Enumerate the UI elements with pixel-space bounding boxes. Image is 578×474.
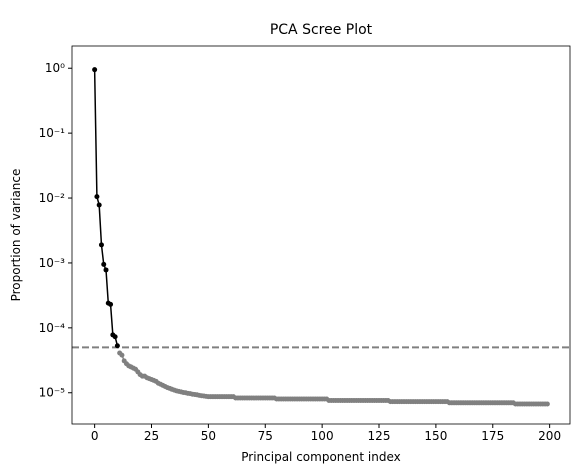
point bbox=[98, 242, 104, 248]
x-tick-label: 200 bbox=[538, 429, 561, 443]
point bbox=[92, 67, 98, 73]
point bbox=[119, 352, 125, 358]
chart-title: PCA Scree Plot bbox=[270, 22, 373, 38]
x-tick-label: 100 bbox=[311, 429, 334, 443]
point bbox=[103, 267, 109, 273]
y-tick-label: 10⁰ bbox=[45, 61, 65, 75]
y-tick-label: 10⁻⁴ bbox=[39, 321, 66, 335]
point bbox=[112, 334, 118, 340]
x-tick-label: 50 bbox=[201, 429, 216, 443]
y-tick-label: 10⁻² bbox=[39, 191, 66, 205]
y-tick-label: 10⁻¹ bbox=[39, 126, 66, 140]
x-axis-label: Principal component index bbox=[241, 450, 400, 464]
plot-frame bbox=[71, 45, 571, 425]
point bbox=[544, 401, 550, 407]
point bbox=[96, 202, 102, 208]
x-tick-label: 150 bbox=[424, 429, 447, 443]
x-tick-label: 75 bbox=[258, 429, 273, 443]
x-tick-label: 25 bbox=[144, 429, 159, 443]
y-tick-label: 10⁻³ bbox=[39, 256, 66, 270]
point bbox=[108, 301, 114, 307]
y-axis-label: Proportion of variance bbox=[9, 169, 23, 302]
point bbox=[101, 261, 107, 267]
series-line bbox=[93, 69, 119, 346]
x-tick-label: 125 bbox=[368, 429, 391, 443]
x-tick-label: 175 bbox=[481, 429, 504, 443]
y-tick-label: 10⁻⁵ bbox=[39, 386, 66, 400]
point bbox=[114, 343, 120, 349]
point bbox=[94, 194, 100, 200]
x-tick-label: 0 bbox=[91, 429, 99, 443]
series-line bbox=[119, 352, 548, 405]
